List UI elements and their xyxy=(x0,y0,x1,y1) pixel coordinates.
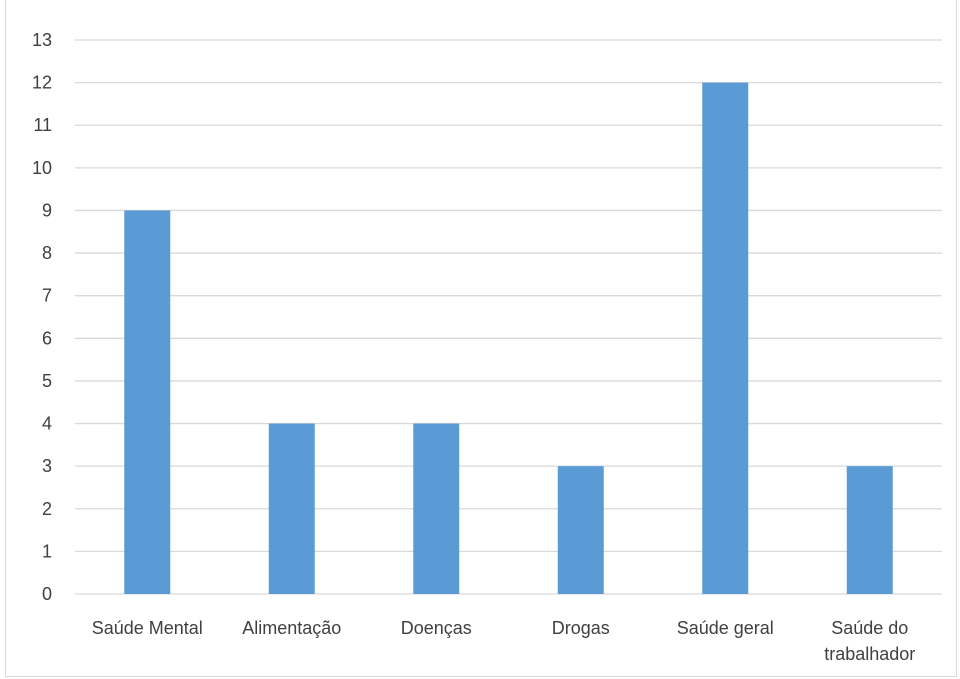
x-category-label: Saúde do xyxy=(831,618,908,638)
y-tick-label: 1 xyxy=(42,541,52,561)
y-tick-label: 13 xyxy=(32,30,52,50)
y-tick-label: 2 xyxy=(42,499,52,519)
bar xyxy=(702,82,749,594)
y-tick-label: 10 xyxy=(32,158,52,178)
bar xyxy=(413,423,460,594)
x-axis-labels: Saúde Mental Alimentação Doenças Drogas Saúd… xyxy=(92,618,916,664)
x-category-label: Saúde geral xyxy=(677,618,774,638)
y-tick-label: 9 xyxy=(42,200,52,220)
bar xyxy=(268,423,315,594)
y-tick-label: 7 xyxy=(42,286,52,306)
bar xyxy=(846,466,893,594)
y-tick-label: 6 xyxy=(42,328,52,348)
y-tick-label: 8 xyxy=(42,243,52,263)
y-tick-label: 5 xyxy=(42,371,52,391)
y-tick-label: 4 xyxy=(42,414,52,434)
y-tick-label: 12 xyxy=(32,73,52,93)
y-tick-label: 0 xyxy=(42,584,52,604)
x-category-label: Doenças xyxy=(401,618,472,638)
bar xyxy=(557,466,604,594)
x-category-label: Saúde Mental xyxy=(92,618,203,638)
bar xyxy=(124,210,171,594)
y-tick-label: 11 xyxy=(33,115,52,135)
x-category-label: Alimentação xyxy=(242,618,341,638)
bars xyxy=(124,82,893,594)
x-category-label: trabalhador xyxy=(824,644,915,664)
gridlines xyxy=(75,39,942,595)
x-category-label: Drogas xyxy=(552,618,610,638)
y-tick-label: 3 xyxy=(42,456,52,476)
